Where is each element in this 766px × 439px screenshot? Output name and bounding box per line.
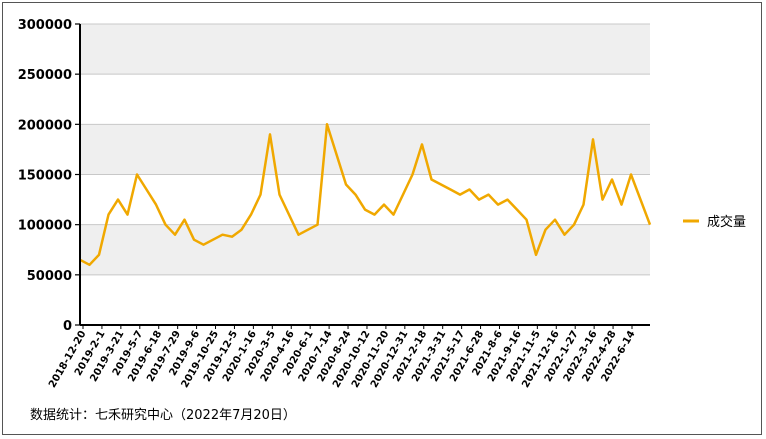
grid-band bbox=[80, 24, 650, 75]
y-tick-label: 150000 bbox=[18, 169, 72, 184]
y-tick-label: 200000 bbox=[18, 118, 72, 133]
gridlines bbox=[80, 23, 650, 276]
y-axis-ticks: 0 50000 100000 150000 200000 250000 300000 bbox=[18, 18, 80, 334]
series-line bbox=[79, 123, 652, 267]
y-tick-label: 300000 bbox=[18, 18, 72, 33]
legend: 成交量 bbox=[683, 214, 746, 230]
y-tick-label: 0 bbox=[63, 319, 72, 334]
y-tick-label: 100000 bbox=[18, 219, 72, 234]
y-tick-label: 50000 bbox=[27, 269, 72, 284]
y-tick-label: 250000 bbox=[18, 68, 72, 83]
source-note: 数据统计：七禾研究中心（2022年7月20日） bbox=[30, 408, 296, 423]
grid-band bbox=[80, 224, 650, 275]
x-axis-ticks: 2018-12-202019-2-12019-3-212019-5-72019-… bbox=[47, 325, 638, 390]
series-layer bbox=[79, 123, 652, 267]
legend-label: 成交量 bbox=[707, 214, 746, 230]
grid-bands bbox=[80, 24, 650, 275]
grid-band bbox=[80, 124, 650, 175]
